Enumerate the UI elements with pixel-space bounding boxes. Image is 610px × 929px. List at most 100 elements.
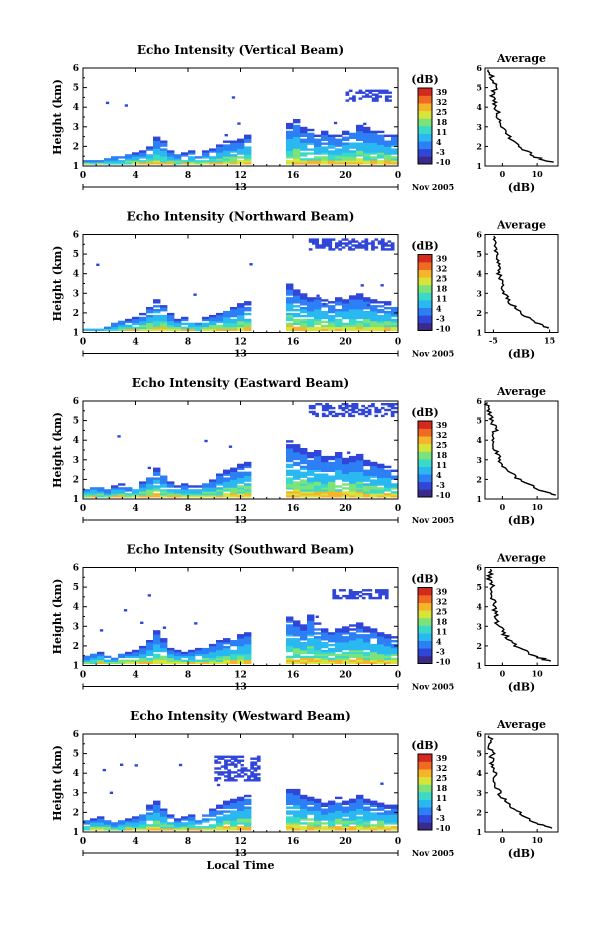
echo-cell xyxy=(216,162,224,165)
echo-cell xyxy=(321,808,329,811)
echo-cell xyxy=(307,638,315,641)
echo-cell xyxy=(363,483,371,486)
echo-cell xyxy=(286,156,294,159)
echo-cell xyxy=(356,818,364,821)
echo-cell xyxy=(230,491,238,494)
echo-cell xyxy=(314,661,322,664)
echo-cell xyxy=(300,144,308,147)
echo-cell xyxy=(111,822,119,825)
echo-cell xyxy=(356,154,364,157)
echo-cell xyxy=(307,647,315,651)
echo-cell xyxy=(351,406,356,410)
echo-cell xyxy=(153,818,161,821)
echo-cell xyxy=(390,248,395,251)
echo-cell xyxy=(387,403,392,406)
echo-cell xyxy=(342,645,350,649)
echo-cell xyxy=(247,777,251,780)
echo-cell xyxy=(342,647,350,651)
echo-cell xyxy=(300,628,308,631)
echo-cell xyxy=(377,804,385,807)
echo-cell xyxy=(342,479,350,482)
echo-cell xyxy=(90,661,98,664)
echo-cell xyxy=(97,493,105,496)
echo-cell xyxy=(321,136,329,139)
echo-cell xyxy=(146,661,154,664)
echo-cell xyxy=(202,649,210,653)
echo-cell xyxy=(97,822,105,825)
cbar-frame xyxy=(417,587,433,664)
echo-cell xyxy=(237,634,245,637)
echo-cell xyxy=(328,248,333,251)
echo-cell xyxy=(321,491,329,494)
echo-cell xyxy=(286,303,294,306)
echo-cell xyxy=(348,404,352,408)
echo-cell xyxy=(146,310,154,314)
echo-cell xyxy=(307,806,315,809)
echo-cell xyxy=(321,314,329,318)
echo-cell xyxy=(244,487,252,490)
echo-cell xyxy=(377,487,385,490)
echo-cell xyxy=(125,818,133,821)
echo-cell xyxy=(351,408,356,412)
echo-cell xyxy=(286,465,294,469)
echo-cell xyxy=(300,649,308,653)
echo-cell xyxy=(377,636,385,639)
echo-cell xyxy=(364,248,369,251)
echo-cell xyxy=(223,320,231,324)
echo-cell xyxy=(349,156,357,159)
echo-cell xyxy=(307,473,315,476)
echo-cell xyxy=(293,634,301,637)
avg-y-tick-label: 4 xyxy=(476,768,482,778)
echo-cell xyxy=(342,142,350,145)
echo-cell xyxy=(293,828,301,831)
echo-cell xyxy=(356,124,364,128)
echo-cell xyxy=(139,324,147,328)
echo-cell xyxy=(102,768,106,772)
echo-cell xyxy=(174,328,182,331)
echo-cell xyxy=(153,636,161,639)
echo-cell xyxy=(370,475,378,478)
echo-cell xyxy=(202,489,210,492)
echo-cell xyxy=(214,755,218,758)
echo-cell xyxy=(349,493,357,496)
echo-cell xyxy=(356,467,364,470)
echo-cell xyxy=(349,314,357,318)
echo-cell xyxy=(230,481,238,484)
echo-cell xyxy=(391,816,399,819)
echo-cell xyxy=(300,481,308,484)
echo-cell xyxy=(125,158,133,161)
echo-cell xyxy=(230,309,238,312)
echo-cell xyxy=(237,820,245,823)
echo-cell xyxy=(227,779,232,782)
echo-cell xyxy=(358,458,362,461)
echo-cell xyxy=(293,134,301,137)
echo-cell xyxy=(370,328,378,331)
echo-cell xyxy=(349,491,357,494)
echo-cell xyxy=(349,636,357,639)
echo-cell xyxy=(300,293,308,296)
echo-cell xyxy=(286,818,294,821)
echo-cell xyxy=(314,632,322,635)
cbar-segment xyxy=(418,110,432,119)
echo-cell xyxy=(230,655,238,659)
echo-cell xyxy=(188,649,196,653)
echo-cell xyxy=(363,640,371,643)
echo-cell xyxy=(321,653,329,657)
echo-cell xyxy=(253,763,258,766)
echo-cell xyxy=(223,140,231,143)
echo-cell xyxy=(244,649,252,653)
cbar-tick-label: 25 xyxy=(436,440,447,450)
echo-cell xyxy=(188,152,196,155)
echo-cell xyxy=(223,322,231,326)
echo-cell xyxy=(125,653,133,657)
echo-cell xyxy=(300,657,308,661)
echo-cell xyxy=(244,800,252,803)
echo-cell xyxy=(111,657,119,661)
echo-cell xyxy=(216,473,224,476)
echo-cell xyxy=(111,156,119,159)
echo-cell xyxy=(293,312,301,316)
echo-cell xyxy=(356,659,364,662)
echo-cell xyxy=(356,626,364,629)
echo-cell xyxy=(363,638,371,641)
avg-x-tick-label: 0 xyxy=(500,169,506,179)
